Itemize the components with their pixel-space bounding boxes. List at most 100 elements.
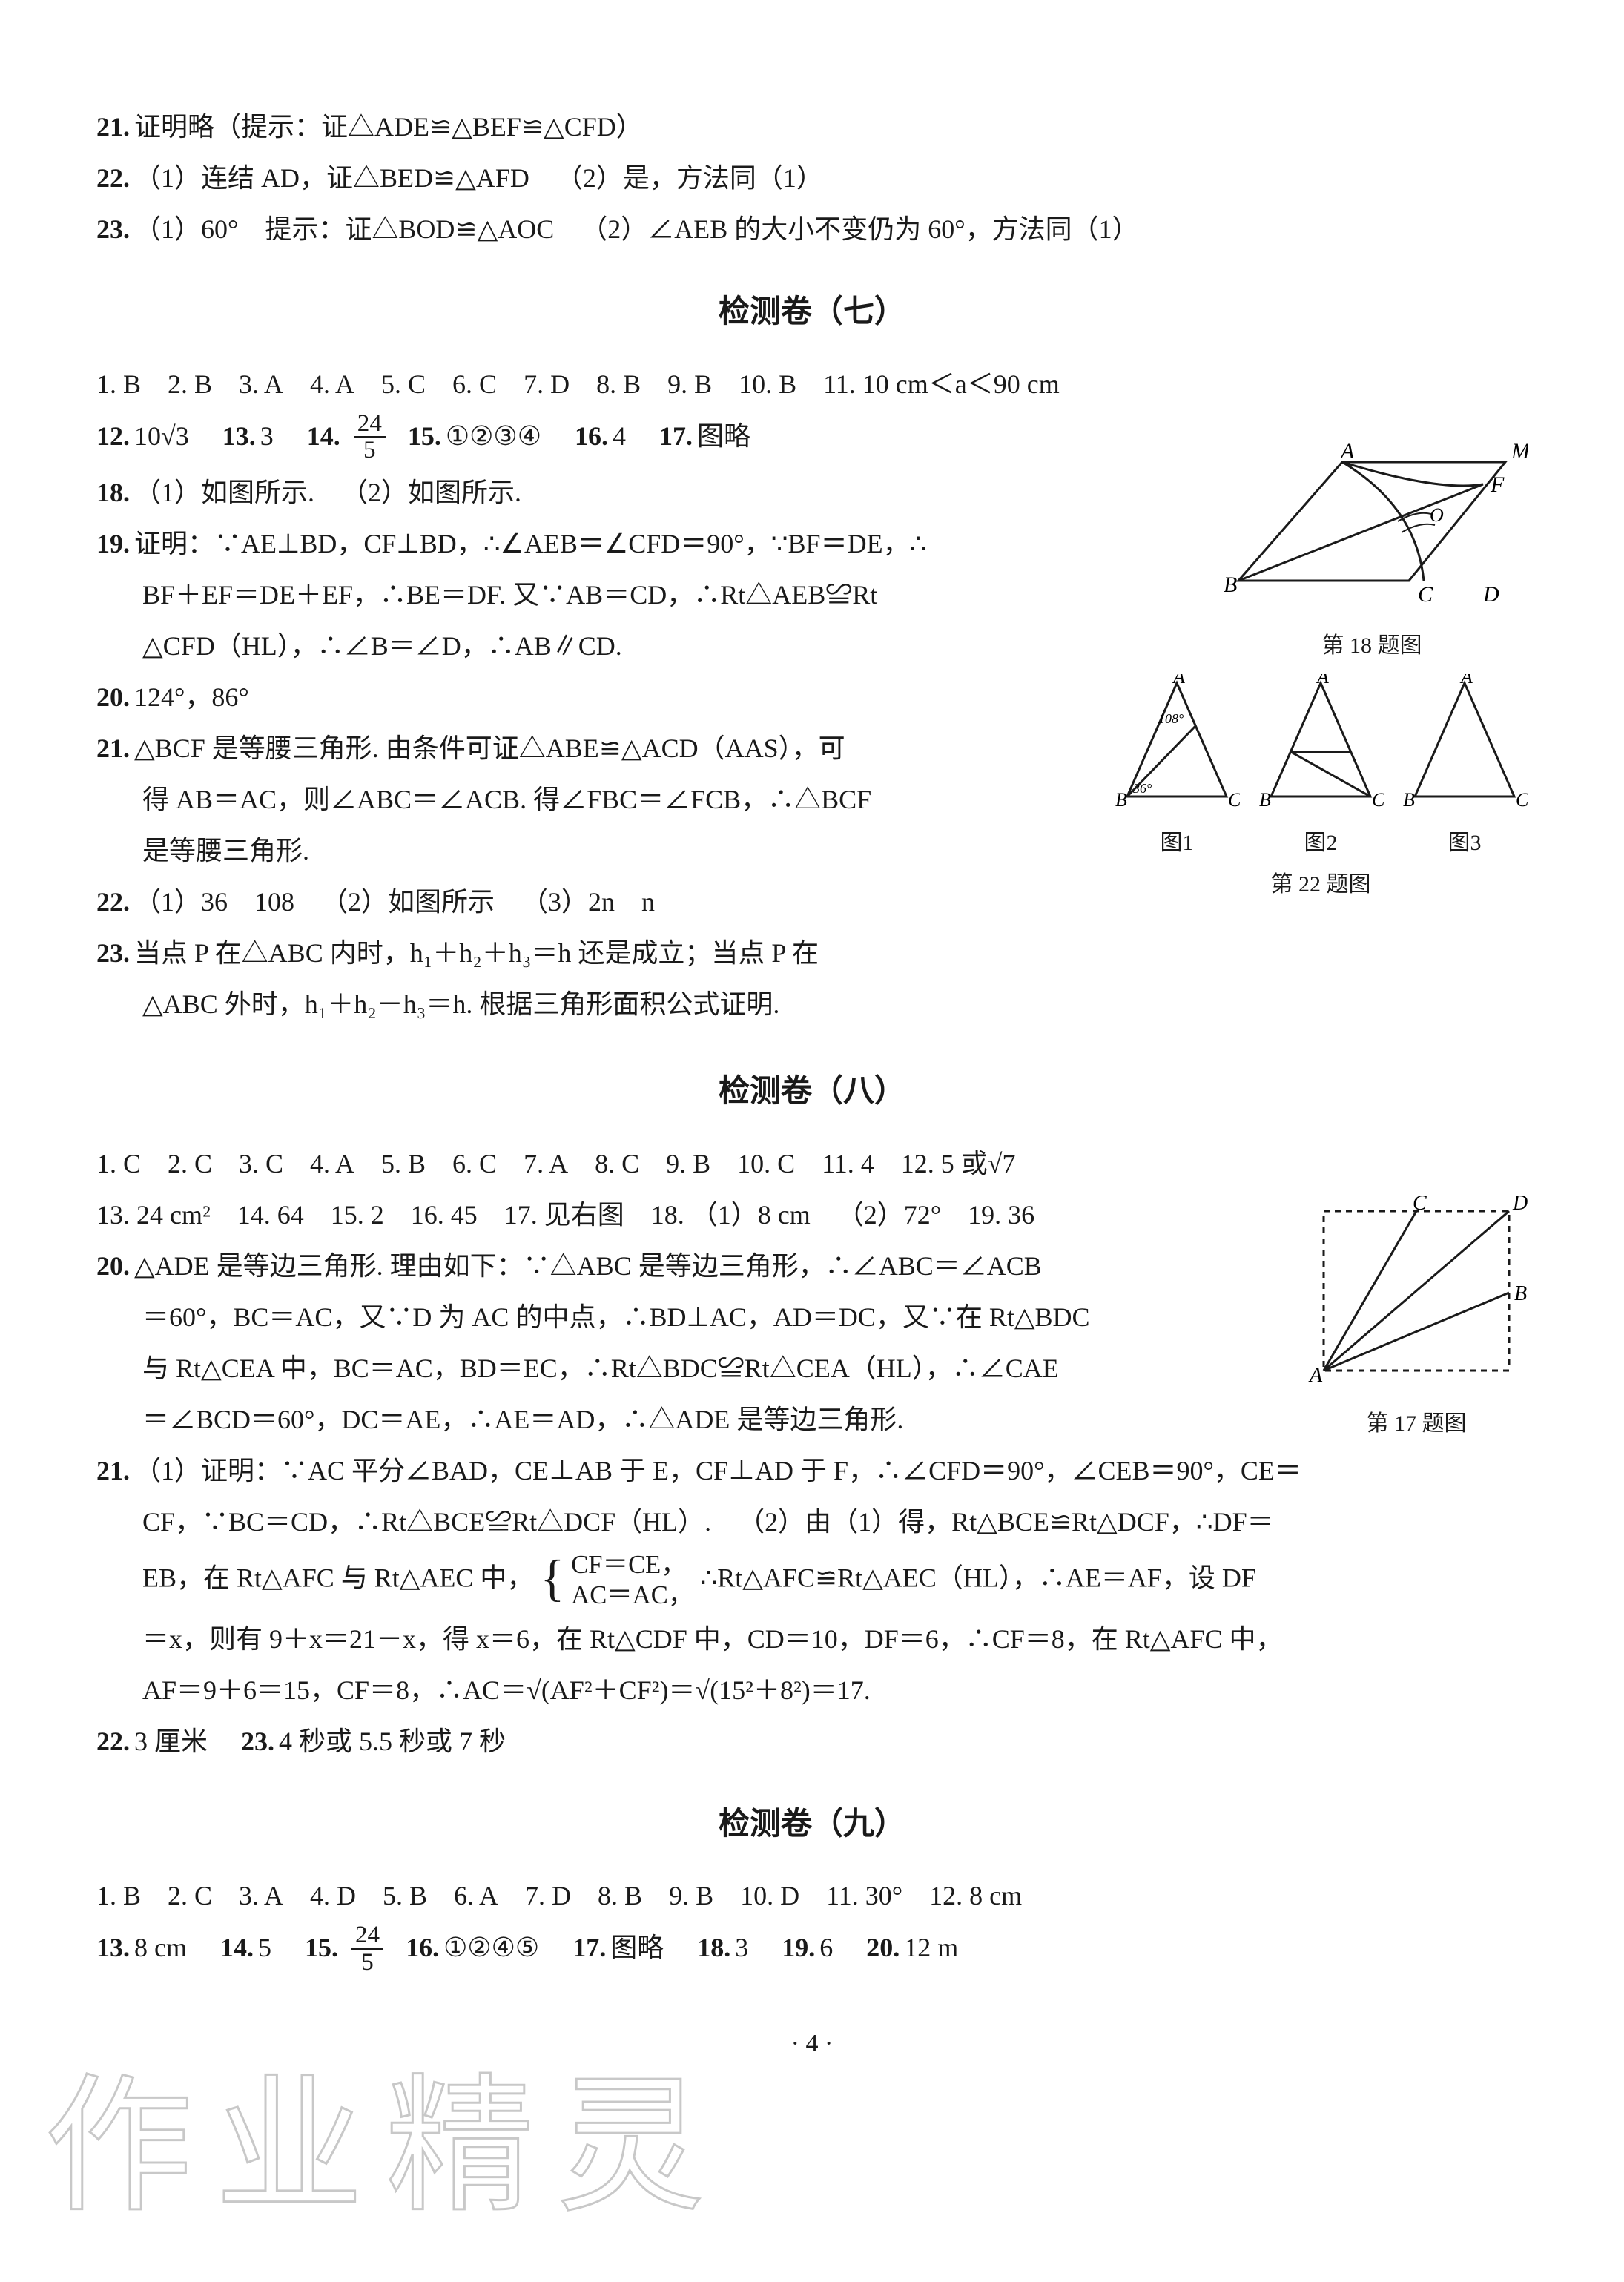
q-num: 15. [408,421,441,451]
q-num: 22. [96,1727,130,1756]
q-num: 14. [307,421,340,451]
section-heading-9: 检测卷（九） [96,1796,1528,1851]
svg-text:A: A [1172,674,1185,687]
fig17-caption: 第 17 题图 [1305,1405,1528,1444]
ans: 3 厘米 [134,1727,234,1756]
ans: （1）36 108 （2）如图所示 （3）2n n [134,887,655,917]
q-num: 21. [96,733,130,763]
svg-text:C: C [1228,789,1240,808]
fraction: 245 [354,411,386,464]
lbl-O: O [1430,504,1444,526]
lbl-F: F [1490,472,1505,497]
svg-text:B: B [1403,789,1415,808]
q-num: 23. [241,1727,274,1756]
lbl-B: B [1224,573,1237,597]
fig18-svg: A M F O B C D [1216,440,1528,610]
fraction: 245 [351,1922,383,1976]
q-num: 14. [220,1933,254,1962]
fig22-caption: 第 22 题图 [1114,865,1528,905]
q-num: 20. [866,1933,900,1962]
answer-line: 22.3 厘米 23.4 秒或 5.5 秒或 7 秒 [96,1718,1528,1765]
answer-cont: ＝x，则有 9＋x＝21－x，得 x＝6，在 Rt△CDF 中，CD＝10，DF… [96,1616,1528,1663]
svg-text:B: B [1259,789,1271,808]
answer-text: （1）连结 AD，证△BED≌△AFD （2）是，方法同（1） [134,163,823,193]
frac-num: 24 [351,1922,383,1950]
q-num: 16. [575,421,608,451]
frac-den: 5 [354,438,386,464]
ans: 6 [819,1933,859,1962]
lbl-M: M [1511,440,1528,464]
ans: 图略 [697,421,750,451]
lbl-D: D [1482,582,1499,607]
figure-18: A M F O B C D 第 18 题图 [1216,440,1528,665]
ans: ①②③④ [446,421,568,451]
q-num: 22. [96,163,130,193]
fig22-3: A B C [1402,674,1528,808]
page-number: · 4 · [96,2022,1528,2066]
answer-line: 13.8 cm 14.5 15. 245 16.①②④⑤ 17.图略 18.3 … [96,1924,1528,1977]
q-num: 13. [222,421,256,451]
ans: 8 cm [134,1933,214,1962]
mc-answers-8: 1. C 2. C 3. C 4. A 5. B 6. C 7. A 8. C … [96,1141,1528,1187]
answer-cont: EB，在 Rt△AFC 与 Rt△AEC 中， { CF＝CE， AC＝AC， … [96,1550,1528,1612]
q-num: 13. [96,1933,130,1962]
ans: （1）如图所示. （2）如图所示. [134,478,521,507]
svg-text:108°: 108° [1158,711,1184,726]
answer-line: 21.证明略（提示：证△ADE≌△BEF≌△CFD） [96,104,1528,151]
ans: （1）证明：∵AC 平分∠BAD，CE⊥AB 于 E，CF⊥AD 于 F，∴∠C… [134,1456,1301,1485]
ans: △ADE 是等边三角形. 理由如下：∵△ABC 是等边三角形，∴∠ABC＝∠AC… [134,1251,1042,1281]
svg-text:36°: 36° [1132,781,1152,796]
svg-text:B: B [1514,1282,1527,1305]
svg-text:C: C [1516,789,1528,808]
ans: 10√3 [134,421,216,451]
frac-num: 24 [354,411,386,438]
answer-line: 23.（1）60° 提示：证△BOD≌△AOC （2）∠AEB 的大小不变仍为 … [96,206,1528,253]
ans: 图略 [610,1933,690,1962]
q-num: 19. [96,529,130,558]
q-num: 17. [659,421,693,451]
frac-den: 5 [351,1950,383,1976]
answer-text: （1）60° 提示：证△BOD≌△AOC （2）∠AEB 的大小不变仍为 60°… [134,214,1139,244]
subcap: 图3 [1402,824,1528,863]
answer-cont: AF＝9＋6＝15，CF＝8，∴AC＝√(AF²＋CF²)＝√(15²＋8²)＝… [96,1667,1528,1714]
q-num: 17. [572,1933,606,1962]
ans: 3 [735,1933,775,1962]
svg-text:A: A [1308,1364,1323,1387]
txt: ∴Rt△AFC≌Rt△AEC（HL），∴AE＝AF，设 DF [700,1563,1256,1592]
fig17-svg: C D B A [1305,1196,1528,1389]
q-num: 19. [782,1933,815,1962]
lbl-A: A [1339,440,1355,464]
ans: 5 [258,1933,298,1962]
section-heading-7: 检测卷（七） [96,284,1528,339]
q-num: 18. [96,478,130,507]
q-num: 21. [96,112,130,142]
txt: EB，在 Rt△AFC 与 Rt△AEC 中， [142,1563,533,1592]
fig22-1: A B C 108° 36° [1114,674,1240,808]
answer-line: 22.（1）连结 AD，证△BED≌△AFD （2）是，方法同（1） [96,155,1528,202]
fig22-2: A B C [1258,674,1384,808]
ans: 证明：∵AE⊥BD，CF⊥BD，∴∠AEB＝∠CFD＝90°，∵BF＝DE，∴ [134,529,926,558]
q-num: 15. [305,1933,338,1962]
brace-icon: { [540,1556,564,1602]
mc-answers-9: 1. B 2. C 3. A 4. D 5. B 6. A 7. D 8. B … [96,1873,1528,1919]
answer-text: 证明略（提示：证△ADE≌△BEF≌△CFD） [134,112,643,142]
q-num: 12. [96,421,130,451]
svg-text:C: C [1372,789,1384,808]
svg-text:C: C [1413,1196,1427,1215]
q-num: 23. [96,938,130,968]
mc-answers-7: 1. B 2. B 3. A 4. A 5. C 6. C 7. D 8. B … [96,361,1528,408]
q-num: 20. [96,682,130,712]
figure-22: A B C 108° 36° 图1 A B C 图2 [1114,674,1528,905]
page-content: 21.证明略（提示：证△ADE≌△BEF≌△CFD） 22.（1）连结 AD，证… [96,104,1528,2065]
svg-text:A: A [1459,674,1473,687]
svg-text:A: A [1316,674,1329,687]
q-num: 22. [96,887,130,917]
svg-text:D: D [1512,1196,1528,1215]
figure-17: C D B A 第 17 题图 [1305,1196,1528,1444]
q-num: 20. [96,1251,130,1281]
answer-cont: CF，∵BC＝CD，∴Rt△BCE≌Rt△DCF（HL）. （2）由（1）得，R… [96,1499,1528,1546]
ans: 124°，86° [134,682,249,712]
answer-cont: △ABC 外时，h₁＋h₂－h₃＝h. 根据三角形面积公式证明. [96,981,1528,1028]
ans: 3 [260,421,300,451]
ans: 12 m [904,1933,958,1962]
